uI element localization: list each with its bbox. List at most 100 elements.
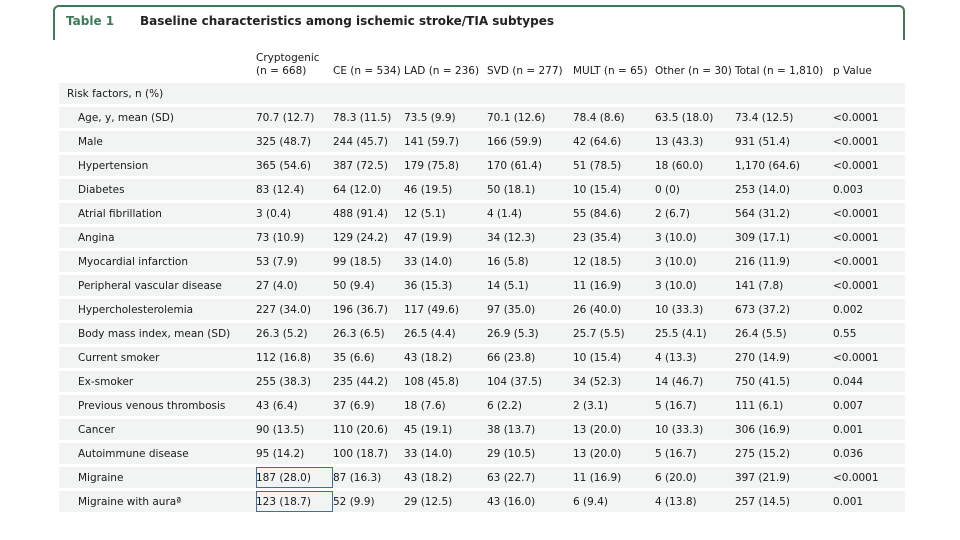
table-cell: 5 (16.7) [655, 395, 735, 416]
table-cell: 36 (15.3) [404, 275, 487, 296]
table-cell: 3 (10.0) [655, 251, 735, 272]
table-cell: 10 (33.3) [655, 419, 735, 440]
table-cell: 73.4 (12.5) [735, 107, 833, 128]
row-label: Autoimmune disease [59, 443, 256, 464]
table-cell: 53 (7.9) [256, 251, 333, 272]
row-label: Ex-smoker [59, 371, 256, 392]
table-cell: 43 (18.2) [404, 467, 487, 488]
header-cryptogenic: Cryptogenic (n = 668) [256, 52, 320, 77]
table-cell: 26.4 (5.5) [735, 323, 833, 344]
row-label: Angina [59, 227, 256, 248]
table-cell: 4 (1.4) [487, 203, 573, 224]
row-label: Atrial fibrillation [59, 203, 256, 224]
header-cell: p Value [833, 45, 905, 80]
header-cell: Cryptogenic (n = 668) [256, 45, 333, 80]
table-cell: 111 (6.1) [735, 395, 833, 416]
table-cell: 2 (3.1) [573, 395, 655, 416]
p-value-cell: <0.0001 [833, 275, 905, 296]
table-cell: 16 (5.8) [487, 251, 573, 272]
table-cell: 26.3 (5.2) [256, 323, 333, 344]
table-cell: 3 (10.0) [655, 275, 735, 296]
table-cell: 110 (20.6) [333, 419, 404, 440]
table-cell: 12 (5.1) [404, 203, 487, 224]
table-cell: 34 (12.3) [487, 227, 573, 248]
table-cell: 51 (78.5) [573, 155, 655, 176]
table-cell: 270 (14.9) [735, 347, 833, 368]
table-cell: 11 (16.9) [573, 467, 655, 488]
p-value-cell: 0.007 [833, 395, 905, 416]
table-cell: 306 (16.9) [735, 419, 833, 440]
table-cell: 235 (44.2) [333, 371, 404, 392]
table-frame [53, 5, 905, 40]
row-label: Hypertension [59, 155, 256, 176]
p-value-cell: 0.001 [833, 419, 905, 440]
p-value-cell: <0.0001 [833, 467, 905, 488]
table-cell: 10 (15.4) [573, 347, 655, 368]
table-cell: 87 (16.3) [333, 467, 404, 488]
table-cell: 27 (4.0) [256, 275, 333, 296]
table-row: Diabetes 83 (12.4) 64 (12.0) 46 (19.5) 50 (1… [59, 179, 905, 200]
table-cell: 12 (18.5) [573, 251, 655, 272]
table-cell: 931 (51.4) [735, 131, 833, 152]
row-label: Body mass index, mean (SD) [59, 323, 256, 344]
table-row: Current smoker 112 (16.8) 35 (6.6) 43 (18.2… [59, 347, 905, 368]
table-cell: 23 (35.4) [573, 227, 655, 248]
table-cell: 26.5 (4.4) [404, 323, 487, 344]
table-cell: 26.3 (6.5) [333, 323, 404, 344]
table-cell: 387 (72.5) [333, 155, 404, 176]
row-label: Hypercholesterolemia [59, 299, 256, 320]
table-cell: 18 (60.0) [655, 155, 735, 176]
table-container: Cryptogenic (n = 668) CE (n = 534) LAD (… [59, 42, 905, 515]
table-cell: 63.5 (18.0) [655, 107, 735, 128]
table-row: Ex-smoker 255 (38.3) 235 (44.2) 108 (45.8) 1… [59, 371, 905, 392]
table-cell: 112 (16.8) [256, 347, 333, 368]
table-row: Autoimmune disease 95 (14.2) 100 (18.7) 33 … [59, 443, 905, 464]
table-cell: 34 (52.3) [573, 371, 655, 392]
row-label: Diabetes [59, 179, 256, 200]
table-row: Hypercholesterolemia 227 (34.0) 196 (36.7)… [59, 299, 905, 320]
table-cell: 50 (9.4) [333, 275, 404, 296]
table-cell: 6 (2.2) [487, 395, 573, 416]
table-cell: 70.7 (12.7) [256, 107, 333, 128]
table-cell: 13 (20.0) [573, 419, 655, 440]
p-value-cell: <0.0001 [833, 155, 905, 176]
table-label: Table 1 [66, 14, 115, 28]
table-cell: 63 (22.7) [487, 467, 573, 488]
section-row: Risk factors, n (%) [59, 83, 905, 104]
table-cell: 108 (45.8) [404, 371, 487, 392]
table-cell: 397 (21.9) [735, 467, 833, 488]
table-cell: 255 (38.3) [256, 371, 333, 392]
header-cell: SVD (n = 277) [487, 45, 573, 80]
table-cell: 216 (11.9) [735, 251, 833, 272]
row-label: Male [59, 131, 256, 152]
table-cell: 1,170 (64.6) [735, 155, 833, 176]
table-cell: 179 (75.8) [404, 155, 487, 176]
table-cell: 33 (14.0) [404, 251, 487, 272]
table-cell: 3 (0.4) [256, 203, 333, 224]
table-cell: 564 (31.2) [735, 203, 833, 224]
table-cell: 227 (34.0) [256, 299, 333, 320]
table-cell: 14 (5.1) [487, 275, 573, 296]
table-cell: 99 (18.5) [333, 251, 404, 272]
table-cell: 2 (6.7) [655, 203, 735, 224]
table-body: Risk factors, n (%) Age, y, mean (SD) 70.… [59, 83, 905, 512]
table-cell: 26.9 (5.3) [487, 323, 573, 344]
table-cell: 29 (10.5) [487, 443, 573, 464]
table-cell: 14 (46.7) [655, 371, 735, 392]
table-cell: 26 (40.0) [573, 299, 655, 320]
table-cell: 170 (61.4) [487, 155, 573, 176]
p-value-cell: 0.044 [833, 371, 905, 392]
table-cell: 78.3 (11.5) [333, 107, 404, 128]
table-title: Baseline characteristics among ischemic … [140, 14, 554, 28]
table-cell: 10 (15.4) [573, 179, 655, 200]
table-cell: 257 (14.5) [735, 491, 833, 512]
table-cell: 673 (37.2) [735, 299, 833, 320]
header-cell: MULT (n = 65) [573, 45, 655, 80]
table-cell: 104 (37.5) [487, 371, 573, 392]
table-cell: 100 (18.7) [333, 443, 404, 464]
p-value-cell: 0.002 [833, 299, 905, 320]
baseline-table: Cryptogenic (n = 668) CE (n = 534) LAD (… [59, 42, 905, 515]
row-label: Peripheral vascular disease [59, 275, 256, 296]
table-cell: 13 (43.3) [655, 131, 735, 152]
p-value-cell: <0.0001 [833, 347, 905, 368]
